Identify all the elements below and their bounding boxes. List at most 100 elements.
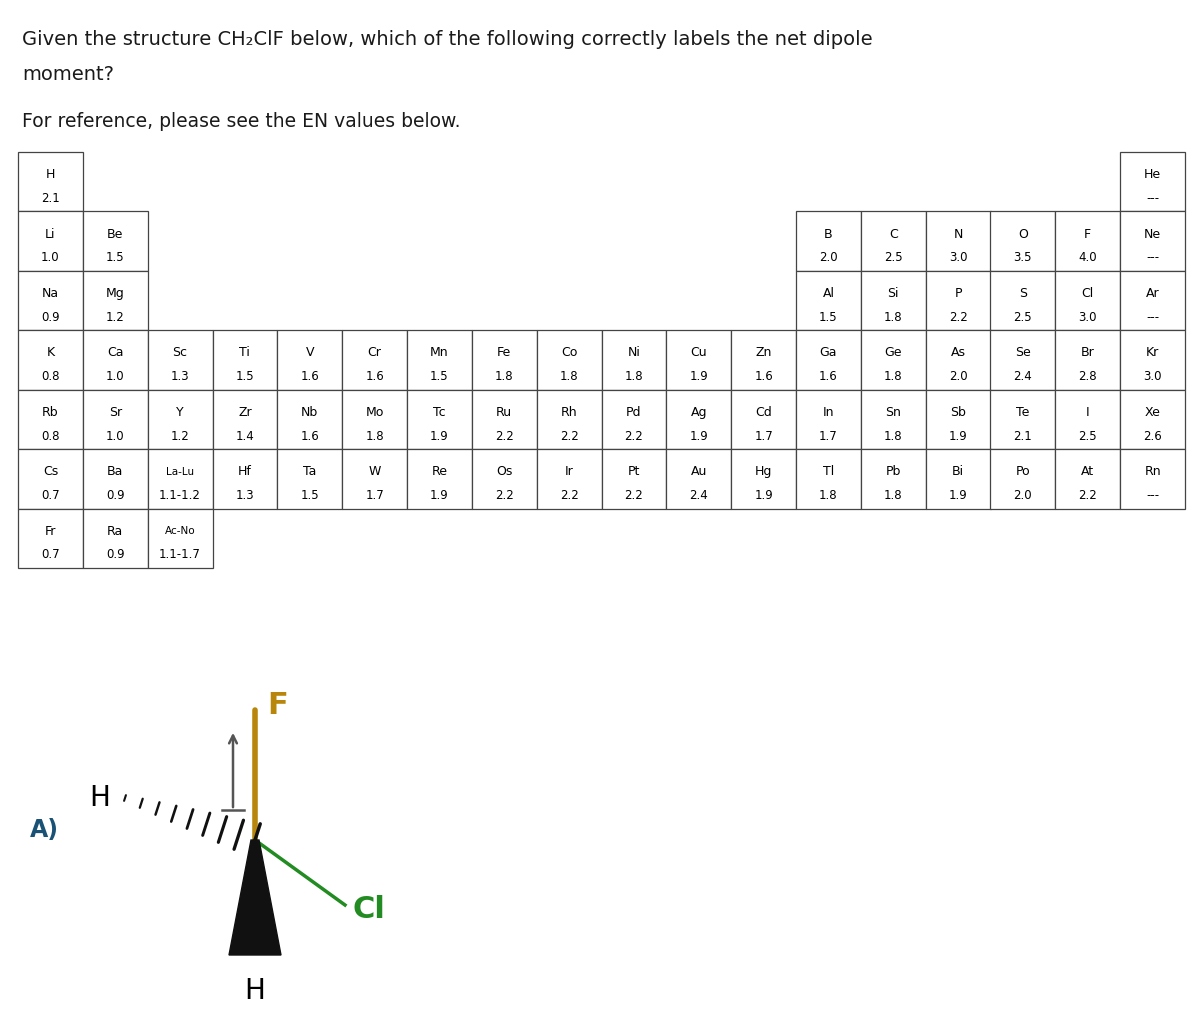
Text: Ir: Ir xyxy=(565,465,574,478)
Text: Na: Na xyxy=(42,287,59,300)
Text: Rn: Rn xyxy=(1145,465,1160,478)
Text: F: F xyxy=(1084,227,1091,240)
Bar xyxy=(1055,212,1120,270)
Text: 1.7: 1.7 xyxy=(755,429,773,443)
Text: moment?: moment? xyxy=(22,65,114,84)
Text: 1.9: 1.9 xyxy=(430,429,449,443)
Text: Kr: Kr xyxy=(1146,347,1159,359)
Text: N: N xyxy=(953,227,962,240)
Text: 1.9: 1.9 xyxy=(689,429,708,443)
Text: 2.5: 2.5 xyxy=(884,251,902,264)
Text: 3.5: 3.5 xyxy=(1014,251,1032,264)
Bar xyxy=(731,449,796,509)
Bar xyxy=(1055,270,1120,330)
Bar xyxy=(666,390,731,449)
Text: 3.0: 3.0 xyxy=(949,251,967,264)
Bar xyxy=(18,390,83,449)
Text: 3.0: 3.0 xyxy=(1079,311,1097,324)
Bar xyxy=(666,449,731,509)
Text: 2.2: 2.2 xyxy=(494,429,514,443)
Bar xyxy=(601,449,666,509)
Text: 2.2: 2.2 xyxy=(624,489,643,502)
Bar xyxy=(407,449,472,509)
Bar xyxy=(925,270,990,330)
Text: 4.0: 4.0 xyxy=(1079,251,1097,264)
Text: Ac-No: Ac-No xyxy=(164,526,196,537)
Text: Hg: Hg xyxy=(755,465,773,478)
Text: Ne: Ne xyxy=(1144,227,1162,240)
Text: V: V xyxy=(306,347,314,359)
Text: Mn: Mn xyxy=(430,347,449,359)
Text: 1.0: 1.0 xyxy=(106,370,125,383)
Text: 0.9: 0.9 xyxy=(106,548,125,561)
Bar xyxy=(796,390,860,449)
Text: Y: Y xyxy=(176,406,184,419)
Text: 1.7: 1.7 xyxy=(365,489,384,502)
Text: S: S xyxy=(1019,287,1027,300)
Text: 1.2: 1.2 xyxy=(106,311,125,324)
Bar xyxy=(536,449,601,509)
Text: 2.6: 2.6 xyxy=(1144,429,1162,443)
Text: 2.1: 2.1 xyxy=(1014,429,1032,443)
Bar xyxy=(1120,212,1184,270)
Bar xyxy=(83,330,148,390)
Text: Hf: Hf xyxy=(238,465,252,478)
Bar xyxy=(860,390,925,449)
Bar xyxy=(860,330,925,390)
Text: Ba: Ba xyxy=(107,465,124,478)
Bar xyxy=(860,212,925,270)
Bar xyxy=(796,330,860,390)
Text: Cd: Cd xyxy=(755,406,772,419)
Bar xyxy=(536,330,601,390)
Bar xyxy=(731,390,796,449)
Text: H: H xyxy=(245,977,265,1005)
Text: La-Lu: La-Lu xyxy=(166,466,194,477)
Bar xyxy=(212,390,277,449)
Text: 2.2: 2.2 xyxy=(494,489,514,502)
Text: Xe: Xe xyxy=(1145,406,1160,419)
Bar xyxy=(148,509,212,568)
Text: Pd: Pd xyxy=(626,406,642,419)
Bar xyxy=(407,330,472,390)
Polygon shape xyxy=(229,840,281,955)
Text: ---: --- xyxy=(1146,192,1159,205)
Bar xyxy=(1055,449,1120,509)
Text: 1.9: 1.9 xyxy=(755,489,773,502)
Text: 1.8: 1.8 xyxy=(884,311,902,324)
Text: Au: Au xyxy=(690,465,707,478)
Bar xyxy=(1120,330,1184,390)
Text: 1.5: 1.5 xyxy=(300,489,319,502)
Text: 2.2: 2.2 xyxy=(949,311,967,324)
Text: 1.5: 1.5 xyxy=(820,311,838,324)
Text: Zn: Zn xyxy=(755,347,772,359)
Text: Given the structure CH₂ClF below, which of the following correctly labels the ne: Given the structure CH₂ClF below, which … xyxy=(22,30,872,49)
Text: 1.8: 1.8 xyxy=(365,429,384,443)
Bar xyxy=(148,390,212,449)
Bar xyxy=(277,449,342,509)
Bar xyxy=(277,390,342,449)
Bar xyxy=(18,212,83,270)
Text: 2.5: 2.5 xyxy=(1014,311,1032,324)
Text: K: K xyxy=(47,347,54,359)
Text: C: C xyxy=(889,227,898,240)
Text: 1.8: 1.8 xyxy=(625,370,643,383)
Text: 1.6: 1.6 xyxy=(820,370,838,383)
Text: Ag: Ag xyxy=(690,406,707,419)
Text: 2.2: 2.2 xyxy=(559,429,578,443)
Text: 1.6: 1.6 xyxy=(755,370,773,383)
Bar xyxy=(1120,270,1184,330)
Text: 1.7: 1.7 xyxy=(820,429,838,443)
Text: 0.8: 0.8 xyxy=(41,429,60,443)
Text: Br: Br xyxy=(1081,347,1094,359)
Bar xyxy=(1120,152,1184,212)
Text: 2.0: 2.0 xyxy=(949,370,967,383)
Text: 1.1-1.2: 1.1-1.2 xyxy=(160,489,202,502)
Text: Ta: Ta xyxy=(304,465,317,478)
Bar xyxy=(796,212,860,270)
Text: 1.1-1.7: 1.1-1.7 xyxy=(160,548,202,561)
Text: In: In xyxy=(823,406,834,419)
Text: Os: Os xyxy=(496,465,512,478)
Bar xyxy=(83,509,148,568)
Text: Pb: Pb xyxy=(886,465,901,478)
Text: Ga: Ga xyxy=(820,347,838,359)
